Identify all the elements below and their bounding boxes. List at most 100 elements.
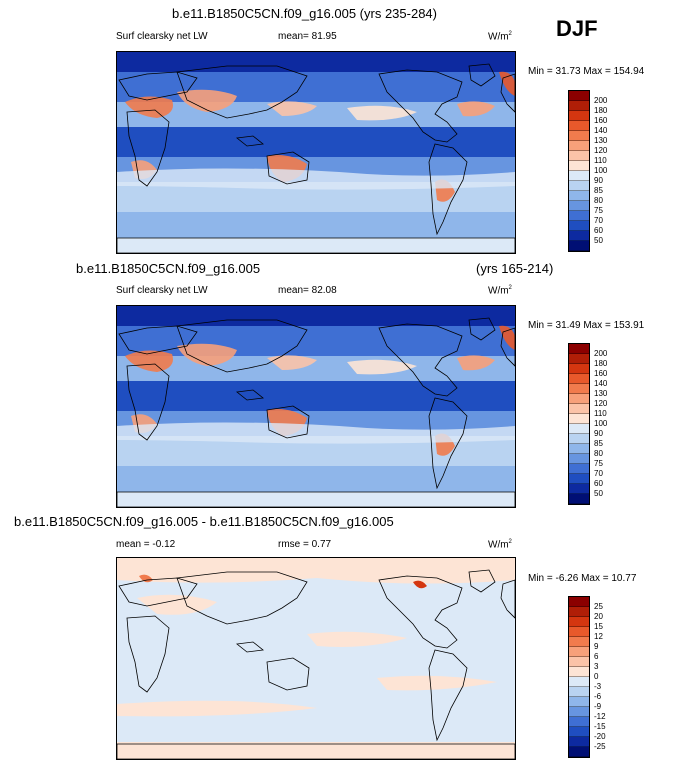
map-svg: [117, 306, 515, 507]
colorbar-box: [569, 394, 589, 404]
colorbar-label: 85: [594, 439, 603, 448]
colorbar-label: 180: [594, 106, 608, 115]
map-field-region: [177, 343, 237, 366]
map-field-band: [117, 492, 515, 507]
colorbar-label: 110: [594, 156, 607, 165]
map-svg: [117, 558, 515, 759]
colorbar-label: 160: [594, 116, 608, 125]
map-field-region: [139, 574, 153, 583]
colorbar-box: [569, 374, 589, 384]
panel1-units-exp: 2: [508, 31, 512, 37]
panel3-title: b.e11.B1850C5CN.f09_g16.005 - b.e11.B185…: [14, 514, 394, 529]
colorbar-box: [569, 707, 589, 717]
map-field-region: [125, 350, 173, 372]
map-field-region: [267, 355, 317, 370]
colorbar-label: 80: [594, 449, 603, 458]
colorbar-label: -9: [594, 702, 602, 711]
colorbar-box: [569, 727, 589, 737]
colorbar-box: [569, 241, 589, 251]
coastline: [266, 405, 310, 439]
coastline: [500, 579, 515, 619]
colorbar-label: 3: [594, 662, 599, 671]
colorbar-label: 70: [594, 469, 603, 478]
map-field-region: [347, 359, 417, 375]
colorbar-box: [569, 717, 589, 727]
colorbar-label: -25: [594, 742, 606, 751]
map-field-region: [347, 105, 417, 121]
map-field-band: [117, 127, 515, 157]
panel1-units-text: W/m: [488, 31, 509, 43]
map-field-region: [267, 101, 317, 116]
colorbar-box: [569, 494, 589, 504]
map-field-region: [413, 580, 427, 589]
colorbar-label: 12: [594, 632, 603, 641]
colorbar-box: [569, 434, 589, 444]
coastline: [176, 65, 308, 119]
colorbar-box: [569, 607, 589, 617]
colorbar-box: [569, 444, 589, 454]
map-field-region: [117, 558, 515, 584]
coastline: [500, 73, 515, 113]
colorbar-label: 160: [594, 369, 608, 378]
colorbar-label: 130: [594, 136, 608, 145]
coastline: [378, 575, 463, 649]
panel2-minmax: Min = 31.49 Max = 153.91: [528, 320, 645, 331]
colorbar-label: -3: [594, 682, 602, 691]
panel1-minmax: Min = 31.73 Max = 154.94: [528, 66, 645, 77]
map-field-region: [117, 742, 515, 759]
colorbar-box: [569, 414, 589, 424]
map-field-band: [117, 466, 515, 492]
panel1-mean: mean= 81.95: [278, 31, 337, 42]
colorbar-label: 25: [594, 602, 603, 611]
coastline: [266, 657, 310, 691]
map-field-band: [117, 558, 515, 759]
colorbar-label: 70: [594, 216, 603, 225]
colorbar-label: 15: [594, 622, 603, 631]
colorbar-box: [569, 454, 589, 464]
coastline: [468, 63, 496, 87]
panel2-units-text: W/m: [488, 285, 509, 297]
colorbar-box: [569, 627, 589, 637]
colorbar-box: [569, 384, 589, 394]
colorbar-label: 20: [594, 612, 603, 621]
colorbar-box: [569, 101, 589, 111]
colorbar-label: 6: [594, 652, 599, 661]
colorbar-label: -6: [594, 692, 602, 701]
coastline: [266, 151, 310, 185]
panel3-map: [116, 557, 516, 760]
colorbar-label: 90: [594, 429, 603, 438]
colorbar-box: [569, 354, 589, 364]
colorbar-label: 50: [594, 236, 603, 245]
map-svg: [117, 52, 515, 253]
coastline: [118, 71, 198, 101]
panel2-mean: mean= 82.08: [278, 285, 337, 296]
colorbar-box: [569, 617, 589, 627]
colorbar-label: 100: [594, 166, 608, 175]
colorbar-box: [569, 221, 589, 231]
map-field-band: [117, 306, 515, 326]
colorbar-label: 9: [594, 642, 599, 651]
colorbar-box: [569, 91, 589, 101]
colorbar-box: [569, 171, 589, 181]
colorbar-box: [569, 747, 589, 757]
panel3-minmax: Min = -6.26 Max = 10.77: [528, 573, 637, 584]
colorbar-label: 85: [594, 186, 603, 195]
panel3-mean: mean = -0.12: [116, 539, 176, 550]
colorbar-box: [569, 737, 589, 747]
colorbar-box: [569, 667, 589, 677]
colorbar-label: 140: [594, 379, 608, 388]
map-field-region: [117, 168, 515, 190]
colorbar-label: -20: [594, 732, 606, 741]
colorbar-box: [569, 364, 589, 374]
colorbar-box: [569, 201, 589, 211]
coastline: [428, 143, 468, 236]
colorbar-box: [569, 677, 589, 687]
colorbar-box: [569, 181, 589, 191]
colorbar-box: [569, 131, 589, 141]
panel2-map: [116, 305, 516, 508]
coastline: [126, 109, 170, 187]
coastline: [378, 69, 463, 143]
map-field-region: [125, 96, 173, 118]
panel3-units: W/m2: [488, 539, 512, 550]
season-label: DJF: [556, 16, 598, 41]
